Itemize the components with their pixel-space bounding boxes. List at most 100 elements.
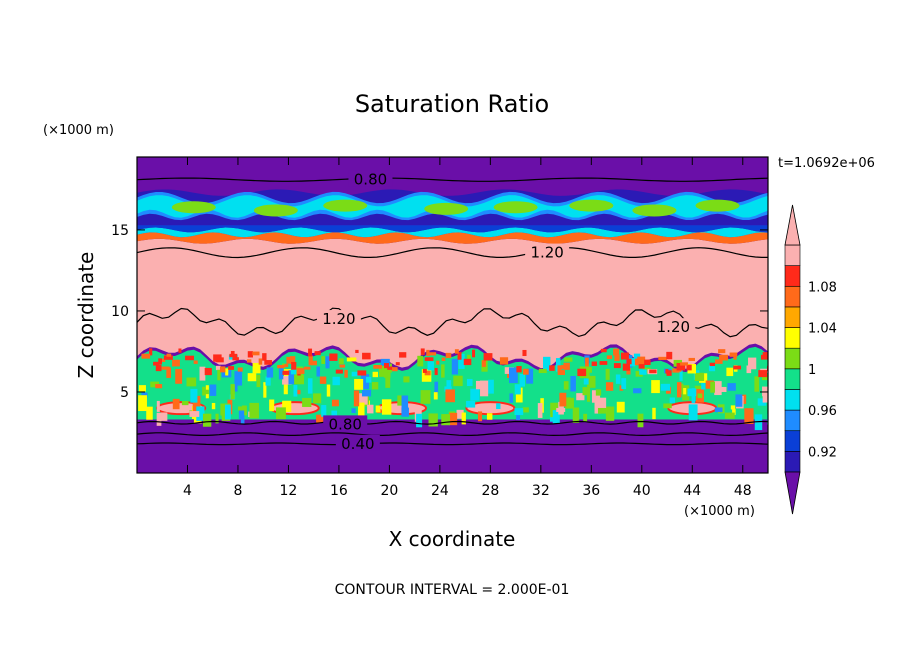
fill-turbulent-cell [367, 404, 374, 414]
fill-turbulent-cell [559, 392, 567, 407]
fill-cloudtop-cell [688, 357, 695, 362]
filled-contours [137, 157, 768, 473]
fill-cloudtop-cell [434, 368, 438, 376]
fill-cloudtop-cell [483, 353, 493, 361]
x-tick-label: 12 [280, 483, 298, 499]
fill-turbulent-cell [652, 407, 656, 420]
fill-turbulent-cell [283, 380, 288, 395]
fill-turbulent-cell [467, 354, 471, 361]
fill-turbulent-cell [186, 377, 197, 387]
fill-cloudtop-cell [284, 363, 289, 368]
fill-cloudtop-cell [591, 361, 597, 366]
contour-label-bg [651, 318, 696, 335]
fill-cloudtop-cell [640, 364, 645, 368]
colorbar-segment [784, 347, 801, 370]
fill-turbulent-cell [375, 405, 381, 413]
fill-turbulent-cell [516, 412, 521, 421]
fill-turbulent-cell [556, 407, 566, 412]
fill-band-orange [137, 232, 768, 244]
fill-turbulent-cell [332, 376, 340, 386]
fill-turbulent-cell [480, 380, 489, 397]
contour-line-core-top [137, 247, 768, 259]
fill-cloudtop-cell [424, 357, 434, 361]
fill-cloudtop-cell [166, 353, 172, 357]
fill-turbulent-cell [642, 367, 651, 373]
fill-turbulent-cell [202, 413, 212, 427]
fill-turbulent-cell [526, 368, 534, 384]
fill-turbulent-cell [477, 411, 483, 422]
fill-turbulent-cell [586, 387, 591, 402]
fill-cloudtop-cell [335, 369, 343, 374]
fill-cloudtop-cell [362, 352, 371, 360]
fill-turbulent-cell [451, 358, 458, 375]
fill-turbulent-cell [635, 371, 643, 377]
fill-turbulent-cell [361, 389, 372, 397]
fill-turbulent-cell [190, 388, 198, 403]
x-tick-label: 4 [183, 483, 192, 499]
contour-label: 0.40 [341, 435, 374, 453]
fill-turbulent-cell [446, 380, 452, 390]
fill-cloudtop-cell [264, 360, 272, 365]
fill-turbulent-cell [633, 353, 641, 363]
fill-turbulent-cell [732, 409, 736, 415]
fill-cloudtop-cell [715, 359, 723, 364]
fill-turbulent-cell [470, 388, 480, 401]
colorbar-segment [784, 368, 801, 390]
fill-turbulent-cell [138, 385, 146, 392]
fill-turbulent-cell [307, 378, 313, 394]
fill-cloudtop-cell [357, 370, 367, 376]
fill-cloudtop-cell [373, 364, 382, 369]
contour-label-bg [348, 170, 393, 187]
fill-turbulent-cell [651, 380, 660, 394]
x-tick-label: 20 [380, 483, 398, 499]
fill-cloudtop-cell [277, 364, 285, 369]
fill-turbulent-cell [522, 407, 529, 413]
fill-cloudtop-cell [613, 363, 621, 369]
fill-turbulent-cell [679, 364, 683, 381]
plot-area [137, 157, 768, 473]
fill-turbulent-cell [288, 370, 295, 385]
fill-cloudtop-cell [481, 360, 486, 367]
fill-turbulent-cell [549, 414, 555, 422]
fill-cloudtop-cell [355, 349, 359, 354]
fill-turbulent-cell [256, 374, 261, 388]
fill-cloudtop-cell [454, 349, 459, 354]
contour-label-bg [335, 434, 380, 451]
fill-turbulent-cell [456, 409, 464, 419]
fill-turbulent-cell [637, 413, 644, 428]
contour-label: 0.80 [354, 171, 387, 189]
fill-turbulent-cell [166, 367, 172, 378]
fill-turbulent-cell [371, 382, 379, 390]
fill-turbulent-cell [308, 355, 313, 366]
fill-cloudtop-cell [229, 353, 234, 358]
fill-cloudtop-cell [141, 353, 151, 359]
fill-cloudtop-cell [185, 355, 194, 361]
fill-turbulent-cell [215, 413, 219, 424]
fill-turbulent-cell [444, 386, 452, 392]
fill-cloudtop-cell [392, 367, 398, 372]
y-tick-label: 15 [111, 223, 129, 239]
colorbar-segment [784, 244, 801, 266]
colorbar-segment [784, 430, 801, 452]
fill-turbulent-cell [276, 407, 286, 420]
colorbar-label: 0.92 [808, 445, 837, 460]
fill-turbulent-cell [710, 381, 715, 393]
fill-cloudtop-cell [613, 348, 620, 356]
fill-turbulent-cell [353, 390, 360, 407]
y-axis-unit: (×1000 m) [43, 123, 114, 138]
fill-cloudtop-cell [219, 366, 226, 373]
fill-cloudtop-cell [658, 356, 667, 360]
colorbar-extend-bottom [784, 471, 801, 515]
fill-upper-blob [695, 199, 740, 212]
fill-cloudtop-cell [178, 348, 182, 353]
fill-turbulent-cell [701, 379, 706, 390]
fill-cloudtop-cell [153, 361, 160, 366]
fill-turbulent-cell [265, 376, 271, 386]
fill-cloudtop-cell [499, 357, 509, 365]
fill-cloudtop-cell [329, 353, 338, 361]
fill-turbulent-cell [639, 369, 647, 375]
fill-turbulent-cell [203, 389, 209, 395]
fill-cloudtop-cell [523, 368, 529, 375]
x-tick-label: 24 [431, 483, 449, 499]
fill-turbulent-cell [397, 395, 404, 406]
